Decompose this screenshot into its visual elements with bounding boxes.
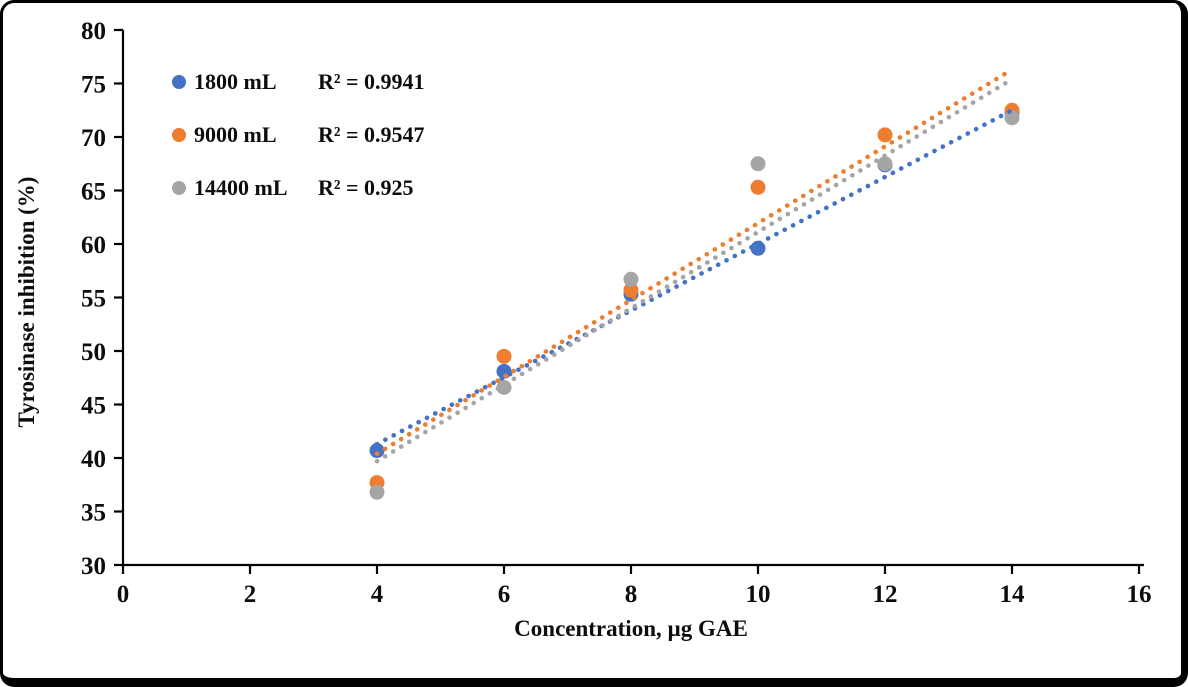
y-tick-label: 30 [81,553,106,580]
legend-r2-value: R² = 0.9547 [318,121,425,147]
legend-r2-value: R² = 0.925 [318,174,414,200]
x-tick-label: 16 [1127,581,1152,608]
data-point-9000-ml [496,348,512,364]
data-point-1800-ml [369,443,385,459]
data-point-9000-ml [877,127,893,143]
x-tick-label: 12 [873,581,898,608]
y-tick-label: 45 [81,393,106,420]
y-tick-label: 60 [81,232,106,259]
x-tick-label: 14 [1000,581,1026,608]
x-tick-label: 0 [117,581,130,608]
x-tick-label: 6 [498,581,511,608]
y-tick-label: 80 [81,18,106,45]
legend-item-9000ml: 9000 mL R² = 0.9547 [172,121,425,148]
data-point-14400-ml [369,484,385,500]
legend-item-1800ml: 1800 mL R² = 0.9941 [172,68,425,95]
data-point-14400-ml [623,271,639,287]
data-point-14400-ml [750,156,766,172]
y-tick-label: 75 [81,72,106,99]
x-axis-title: Concentration, µg GAE [514,616,748,641]
trendline-14400-ml [374,76,1015,464]
trendline-1800-ml [374,107,1015,447]
data-point-9000-ml [623,282,639,298]
chart-legend: 1800 mL R² = 0.9941 9000 mL R² = 0.9547 … [172,68,425,201]
x-tick-label: 8 [625,581,638,608]
x-tick-label: 4 [371,581,384,608]
y-tick-label: 55 [81,286,106,313]
y-tick-label: 50 [81,339,106,366]
y-tick-label: 70 [81,125,106,152]
trendline-9000-ml [374,67,1015,457]
data-point-1800-ml [750,240,766,256]
x-tick-label: 2 [244,581,257,608]
y-axis-title: Tyrosinase inhibition (%) [14,176,39,428]
series-dot-icon [172,180,186,195]
data-point-14400-ml [1004,110,1020,126]
series-dot-icon [172,127,186,142]
legend-series-label: 14400 mL [194,174,288,200]
legend-series-label: 1800 mL [194,68,277,94]
x-tick-label: 10 [746,581,771,608]
y-tick-label: 65 [81,179,106,206]
y-tick-label: 35 [81,500,106,527]
y-tick-label: 40 [81,446,106,473]
legend-item-14400ml: 14400 mL R² = 0.925 [172,174,425,201]
legend-series-label: 9000 mL [194,121,277,147]
series-dot-icon [172,74,186,89]
data-point-14400-ml [877,156,893,172]
data-point-9000-ml [750,179,766,195]
legend-r2-value: R² = 0.9941 [318,68,425,94]
